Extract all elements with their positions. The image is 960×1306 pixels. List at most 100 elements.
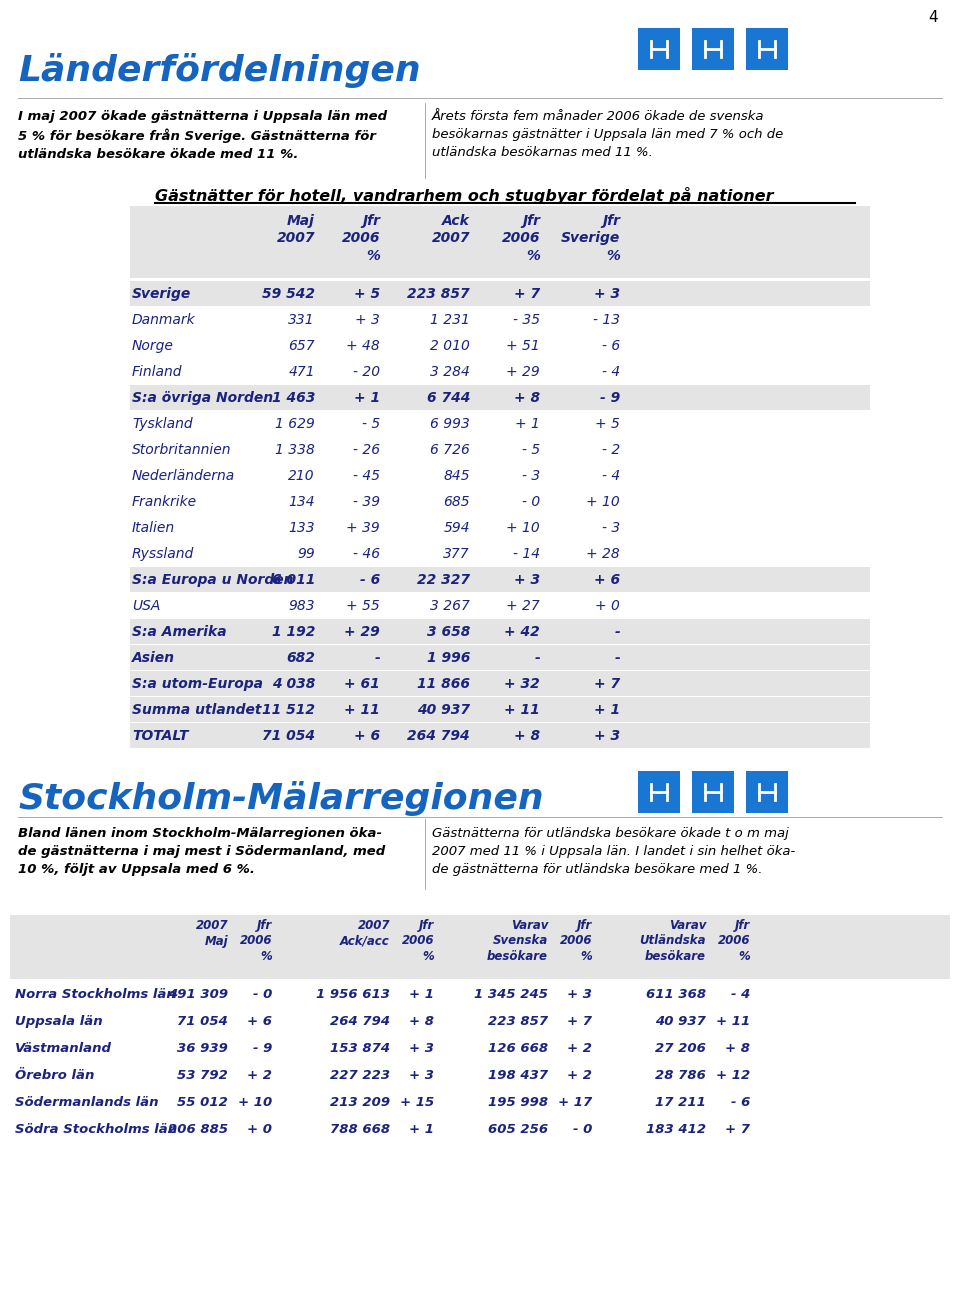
- Text: + 8: + 8: [409, 1015, 434, 1028]
- Text: + 3: + 3: [409, 1042, 434, 1055]
- Text: Maj
2007: Maj 2007: [276, 214, 315, 246]
- FancyBboxPatch shape: [746, 27, 788, 71]
- Text: + 5: + 5: [354, 287, 380, 300]
- Text: - 3: - 3: [602, 521, 620, 535]
- Text: S:a Europa u Norden: S:a Europa u Norden: [132, 573, 294, 586]
- Text: -: -: [374, 650, 380, 665]
- Text: + 11: + 11: [345, 703, 380, 717]
- Text: + 61: + 61: [345, 677, 380, 691]
- Text: Tyskland: Tyskland: [132, 417, 193, 431]
- Text: 59 542: 59 542: [262, 287, 315, 300]
- Text: - 0: - 0: [572, 1123, 592, 1136]
- Text: + 11: + 11: [716, 1015, 750, 1028]
- FancyBboxPatch shape: [130, 567, 870, 592]
- Text: Jfr
2006
%: Jfr 2006 %: [717, 919, 750, 963]
- Text: 2007
Ack/acc: 2007 Ack/acc: [340, 919, 390, 947]
- Text: + 1: + 1: [516, 417, 540, 431]
- Text: -: -: [535, 650, 540, 665]
- Text: Jfr
Sverige
%: Jfr Sverige %: [561, 214, 620, 263]
- Text: + 15: + 15: [399, 1096, 434, 1109]
- Text: 99: 99: [298, 547, 315, 562]
- FancyBboxPatch shape: [746, 771, 788, 814]
- Text: Jfr
2006
%: Jfr 2006 %: [501, 214, 540, 263]
- Text: + 1: + 1: [409, 1123, 434, 1136]
- Text: + 1: + 1: [409, 989, 434, 1000]
- Text: 264 794: 264 794: [407, 729, 470, 743]
- Text: 682: 682: [286, 650, 315, 665]
- Text: Norge: Norge: [132, 340, 174, 353]
- Text: 55 012: 55 012: [178, 1096, 228, 1109]
- Text: + 11: + 11: [504, 703, 540, 717]
- Text: Västmanland: Västmanland: [15, 1042, 112, 1055]
- Text: + 3: + 3: [409, 1070, 434, 1081]
- Text: + 29: + 29: [506, 364, 540, 379]
- Text: + 10: + 10: [238, 1096, 272, 1109]
- FancyBboxPatch shape: [130, 697, 870, 722]
- Text: - 4: - 4: [602, 364, 620, 379]
- Text: - 2: - 2: [602, 443, 620, 457]
- Text: -: -: [614, 626, 620, 639]
- Text: + 3: + 3: [594, 287, 620, 300]
- Text: 1 231: 1 231: [430, 313, 470, 326]
- Text: 605 256: 605 256: [488, 1123, 548, 1136]
- Text: + 8: + 8: [514, 390, 540, 405]
- Text: Årets första fem månader 2006 ökade de svenska
besökarnas gästnätter i Uppsala l: Årets första fem månader 2006 ökade de s…: [432, 110, 783, 159]
- Text: + 28: + 28: [587, 547, 620, 562]
- Text: -: -: [614, 650, 620, 665]
- Text: + 39: + 39: [347, 521, 380, 535]
- Text: + 6: + 6: [354, 729, 380, 743]
- Text: 17 211: 17 211: [655, 1096, 706, 1109]
- Text: S:a utom-Europa: S:a utom-Europa: [132, 677, 263, 691]
- Text: Nederländerna: Nederländerna: [132, 469, 235, 483]
- Text: Sverige: Sverige: [132, 287, 191, 300]
- Text: + 10: + 10: [506, 521, 540, 535]
- Text: 6 993: 6 993: [430, 417, 470, 431]
- Text: + 55: + 55: [347, 599, 380, 613]
- Text: 983: 983: [288, 599, 315, 613]
- Text: 40 937: 40 937: [655, 1015, 706, 1028]
- FancyBboxPatch shape: [130, 724, 870, 748]
- Text: 223 857: 223 857: [488, 1015, 548, 1028]
- Text: Jfr
2006
%: Jfr 2006 %: [342, 214, 380, 263]
- FancyBboxPatch shape: [10, 916, 950, 980]
- Text: 22 327: 22 327: [417, 573, 470, 586]
- FancyBboxPatch shape: [638, 771, 680, 814]
- Text: + 3: + 3: [594, 729, 620, 743]
- Text: 685: 685: [444, 495, 470, 509]
- Text: - 35: - 35: [513, 313, 540, 326]
- Text: Södra Stockholms län: Södra Stockholms län: [15, 1123, 178, 1136]
- Text: + 5: + 5: [595, 417, 620, 431]
- FancyBboxPatch shape: [130, 281, 870, 306]
- Text: - 6: - 6: [360, 573, 380, 586]
- Text: 213 209: 213 209: [330, 1096, 390, 1109]
- Text: - 13: - 13: [593, 313, 620, 326]
- Text: 133: 133: [288, 521, 315, 535]
- FancyBboxPatch shape: [638, 27, 680, 71]
- Text: + 7: + 7: [567, 1015, 592, 1028]
- Text: 377: 377: [444, 547, 470, 562]
- Text: 40 937: 40 937: [417, 703, 470, 717]
- Text: 206 885: 206 885: [168, 1123, 228, 1136]
- Text: 1 192: 1 192: [272, 626, 315, 639]
- Text: 1 629: 1 629: [276, 417, 315, 431]
- Text: Jfr
2006
%: Jfr 2006 %: [560, 919, 592, 963]
- Text: + 7: + 7: [725, 1123, 750, 1136]
- Text: 71 054: 71 054: [178, 1015, 228, 1028]
- Text: Frankrike: Frankrike: [132, 495, 197, 509]
- Text: + 42: + 42: [504, 626, 540, 639]
- Text: - 9: - 9: [600, 390, 620, 405]
- Text: Gästnätterna för utländska besökare ökade t o m maj
2007 med 11 % i Uppsala län.: Gästnätterna för utländska besökare ökad…: [432, 827, 795, 876]
- Text: 27 206: 27 206: [655, 1042, 706, 1055]
- Text: 134: 134: [288, 495, 315, 509]
- Text: Storbritannien: Storbritannien: [132, 443, 231, 457]
- Text: 210: 210: [288, 469, 315, 483]
- Text: + 10: + 10: [587, 495, 620, 509]
- Text: 153 874: 153 874: [330, 1042, 390, 1055]
- Text: S:a övriga Norden: S:a övriga Norden: [132, 390, 274, 405]
- Text: + 17: + 17: [558, 1096, 592, 1109]
- Text: Varav
Utländska
besökare: Varav Utländska besökare: [639, 919, 706, 963]
- FancyBboxPatch shape: [130, 671, 870, 696]
- Text: Norra Stockholms län: Norra Stockholms län: [15, 989, 176, 1000]
- Text: + 51: + 51: [506, 340, 540, 353]
- Text: 491 309: 491 309: [168, 989, 228, 1000]
